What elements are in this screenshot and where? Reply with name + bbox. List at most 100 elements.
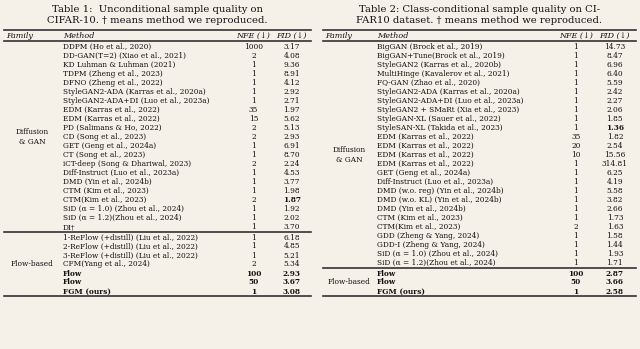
Text: 1.58: 1.58 [607, 232, 623, 240]
Text: Family: Family [6, 32, 33, 40]
Text: StyleGAN2-ADA (Karras et al., 2020a): StyleGAN2-ADA (Karras et al., 2020a) [377, 88, 520, 96]
Text: GET (Geng et al., 2024a): GET (Geng et al., 2024a) [377, 169, 470, 177]
Text: 35: 35 [249, 106, 258, 114]
Text: 5.59: 5.59 [607, 79, 623, 87]
Text: 4.53: 4.53 [284, 169, 300, 177]
Text: FID (↓): FID (↓) [600, 32, 630, 40]
Text: 1.97: 1.97 [284, 106, 300, 114]
Text: 5.34: 5.34 [284, 260, 300, 268]
Text: 2.58: 2.58 [606, 288, 624, 296]
Text: 1: 1 [251, 233, 256, 242]
Text: SiD (α = 1.2)(Zhou et al., 2024): SiD (α = 1.2)(Zhou et al., 2024) [63, 214, 181, 222]
Text: DMD (w.o. KL) (Yin et al., 2024b): DMD (w.o. KL) (Yin et al., 2024b) [377, 196, 501, 204]
Text: 1.73: 1.73 [607, 214, 623, 222]
Text: 2: 2 [251, 133, 256, 141]
Text: 100: 100 [568, 269, 584, 277]
Text: 4.85: 4.85 [284, 243, 300, 251]
Text: 2.27: 2.27 [607, 97, 623, 105]
Text: 3-ReFlow (+distill) (Liu et al., 2022): 3-ReFlow (+distill) (Liu et al., 2022) [63, 252, 198, 260]
Text: NFE (↓): NFE (↓) [559, 32, 593, 40]
Text: DMD (w.o. reg) (Yin et al., 2024b): DMD (w.o. reg) (Yin et al., 2024b) [377, 187, 503, 195]
Text: 5.62: 5.62 [284, 115, 300, 123]
Text: 1: 1 [251, 79, 256, 87]
Text: 1: 1 [573, 169, 578, 177]
Text: 6.91: 6.91 [284, 142, 300, 150]
Text: 1: 1 [251, 88, 256, 96]
Text: 2.93: 2.93 [283, 269, 301, 277]
Text: KD Luhman & Luhman (2021): KD Luhman & Luhman (2021) [63, 61, 175, 69]
Text: 1: 1 [251, 205, 256, 213]
Text: CD (Song et al., 2023): CD (Song et al., 2023) [63, 133, 146, 141]
Text: 2.71: 2.71 [284, 97, 300, 105]
Text: 1: 1 [251, 178, 256, 186]
Text: 1: 1 [573, 124, 578, 132]
Text: EDM (Karras et al., 2022): EDM (Karras et al., 2022) [377, 151, 474, 159]
Text: 1.63: 1.63 [607, 223, 623, 231]
Text: 50: 50 [571, 279, 581, 287]
Text: Diff-Instruct (Luo et al., 2023a): Diff-Instruct (Luo et al., 2023a) [377, 178, 493, 186]
Text: 3.77: 3.77 [284, 178, 300, 186]
Text: 3.67: 3.67 [283, 279, 301, 287]
Text: 6.25: 6.25 [607, 169, 623, 177]
Text: Diffusion
& GAN: Diffusion & GAN [16, 128, 49, 146]
Text: GDD-I (Zheng & Yang, 2024): GDD-I (Zheng & Yang, 2024) [377, 241, 484, 249]
Text: 1: 1 [573, 187, 578, 195]
Text: StyleGAN2-ADA+DI (Luo et al., 2023a): StyleGAN2-ADA+DI (Luo et al., 2023a) [377, 97, 523, 105]
Text: iCT-deep (Song & Dhariwal, 2023): iCT-deep (Song & Dhariwal, 2023) [63, 160, 191, 168]
Text: 3.66: 3.66 [606, 279, 624, 287]
Text: 1: 1 [573, 232, 578, 240]
Text: FGM (ours): FGM (ours) [377, 288, 425, 296]
Text: 8.47: 8.47 [607, 52, 623, 60]
Text: 2.06: 2.06 [607, 106, 623, 114]
Text: 2.24: 2.24 [284, 160, 300, 168]
Text: 1: 1 [251, 223, 256, 231]
Text: StyleGAN2 + SMaRt (Xia et al., 2023): StyleGAN2 + SMaRt (Xia et al., 2023) [377, 106, 519, 114]
Text: 1: 1 [573, 79, 578, 87]
Text: 1: 1 [573, 205, 578, 213]
Text: 6.18: 6.18 [284, 233, 300, 242]
Text: CFM(Yang et al., 2024): CFM(Yang et al., 2024) [63, 260, 150, 268]
Text: Table 1:  Unconditional sample quality on
CIFAR-10. † means method we reproduced: Table 1: Unconditional sample quality on… [47, 5, 268, 25]
Text: StyleGAN-XL (Sauer et al., 2022): StyleGAN-XL (Sauer et al., 2022) [377, 115, 500, 123]
Text: Flow: Flow [377, 269, 396, 277]
Text: Method: Method [63, 32, 94, 40]
Text: DD-GAN(T=2) (Xiao et al., 2021): DD-GAN(T=2) (Xiao et al., 2021) [63, 52, 186, 60]
Text: PD (Salimans & Ho, 2022): PD (Salimans & Ho, 2022) [63, 124, 161, 132]
Text: CTM (Kim et al., 2023): CTM (Kim et al., 2023) [377, 214, 462, 222]
Text: 2: 2 [251, 124, 256, 132]
Text: 4.12: 4.12 [284, 79, 300, 87]
Text: 1: 1 [573, 106, 578, 114]
Text: 1: 1 [573, 259, 578, 267]
Text: 5.21: 5.21 [284, 252, 300, 260]
Text: CT (Song et al., 2023): CT (Song et al., 2023) [63, 151, 145, 159]
Text: 3.17: 3.17 [284, 43, 300, 51]
Text: 4.08: 4.08 [284, 52, 300, 60]
Text: 50: 50 [248, 279, 259, 287]
Text: 1000: 1000 [244, 43, 263, 51]
Text: DMD (Yin et al., 2024b): DMD (Yin et al., 2024b) [63, 178, 152, 186]
Text: 1: 1 [251, 61, 256, 69]
Text: 1: 1 [251, 187, 256, 195]
Text: DMD (Yin et al., 2024b): DMD (Yin et al., 2024b) [377, 205, 465, 213]
Text: 1: 1 [251, 214, 256, 222]
Text: 1.85: 1.85 [607, 115, 623, 123]
Text: 4.19: 4.19 [607, 178, 623, 186]
Text: 1: 1 [573, 88, 578, 96]
Text: DDPM (Ho et al., 2020): DDPM (Ho et al., 2020) [63, 43, 151, 51]
Text: 1: 1 [573, 52, 578, 60]
Text: FID (↓): FID (↓) [276, 32, 307, 40]
Text: 3.70: 3.70 [284, 223, 300, 231]
Text: 1: 1 [573, 70, 578, 78]
Text: EDM (Karras et al., 2022): EDM (Karras et al., 2022) [377, 133, 474, 141]
Text: 6.96: 6.96 [607, 61, 623, 69]
Text: 1: 1 [573, 115, 578, 123]
Text: 6.40: 6.40 [607, 70, 623, 78]
Text: 10: 10 [571, 151, 580, 159]
Text: FGM (ours): FGM (ours) [63, 288, 111, 296]
Text: 100: 100 [246, 269, 261, 277]
Text: 1: 1 [573, 214, 578, 222]
Text: 1.71: 1.71 [607, 259, 623, 267]
Text: Diff-Instruct (Luo et al., 2023a): Diff-Instruct (Luo et al., 2023a) [63, 169, 179, 177]
Text: 20: 20 [571, 142, 580, 150]
Text: SiD (α = 1.0) (Zhou et al., 2024): SiD (α = 1.0) (Zhou et al., 2024) [377, 250, 498, 258]
